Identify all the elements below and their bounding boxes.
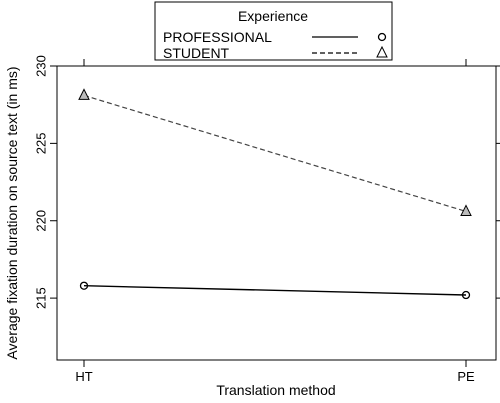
y-tick-label: 230	[34, 55, 49, 77]
x-tick-label: HT	[75, 369, 92, 384]
y-tick-label: 225	[34, 133, 49, 155]
data-point-student	[78, 88, 90, 100]
series-line-professional	[83, 285, 467, 296]
data-point-student	[460, 204, 472, 216]
x-axis-title: Translation method	[216, 382, 335, 398]
y-axis-title: Average fixation duration on source text…	[4, 66, 20, 359]
series-line-student	[83, 94, 467, 213]
legend-title: Experience	[238, 8, 308, 24]
legend-marker	[377, 32, 387, 42]
y-tick-label: 215	[34, 287, 49, 309]
y-tick-label: 220	[34, 210, 49, 232]
x-axis: HT PE	[75, 59, 475, 384]
x-tick-label: PE	[457, 369, 475, 384]
data-point-professional	[79, 281, 89, 290]
legend-label: STUDENT	[163, 45, 230, 61]
legend-item-professional: PROFESSIONAL	[163, 29, 387, 45]
legend-label: PROFESSIONAL	[163, 29, 272, 45]
legend-marker	[376, 45, 388, 58]
y-axis: 215 220 225 230	[34, 55, 500, 309]
plot-frame	[56, 65, 497, 361]
series-student	[78, 88, 472, 216]
legend-box	[154, 1, 393, 61]
legend-item-student: STUDENT	[163, 45, 388, 61]
series-layer	[78, 88, 472, 300]
data-point-professional	[461, 290, 471, 300]
series-professional	[79, 281, 471, 300]
